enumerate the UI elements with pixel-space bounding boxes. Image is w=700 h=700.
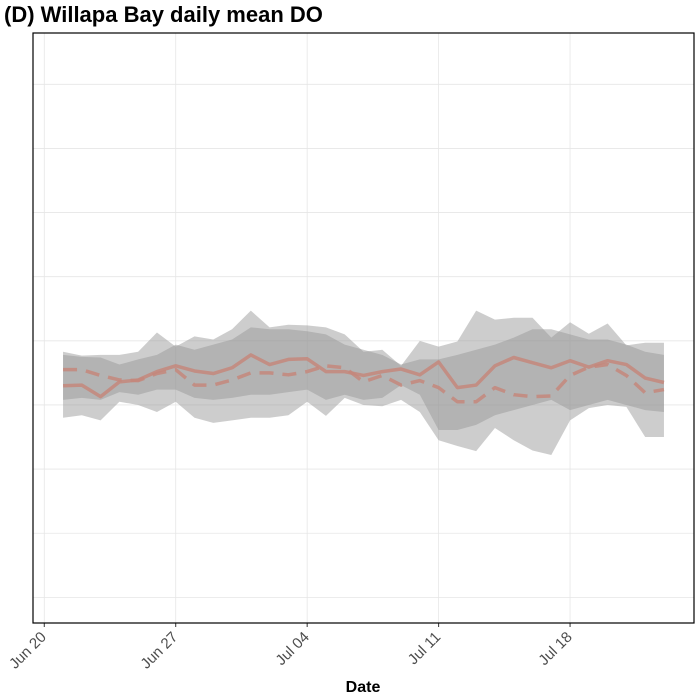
x-tick-label: Jul 04	[272, 629, 312, 669]
line	[63, 362, 665, 404]
x-tick-label: Jun 20	[6, 629, 50, 673]
x-tick-label: Jul 11	[405, 629, 445, 669]
x-tick-label: Jun 27	[137, 629, 181, 673]
ribbon	[63, 327, 664, 430]
plot-border	[32, 32, 695, 624]
x-axis-label: Date	[346, 679, 381, 696]
ribbon	[63, 310, 664, 455]
chart-title: (D) Willapa Bay daily mean DO	[4, 2, 323, 27]
x-tick-label: Jul 18	[535, 629, 575, 669]
line	[62, 353, 665, 399]
